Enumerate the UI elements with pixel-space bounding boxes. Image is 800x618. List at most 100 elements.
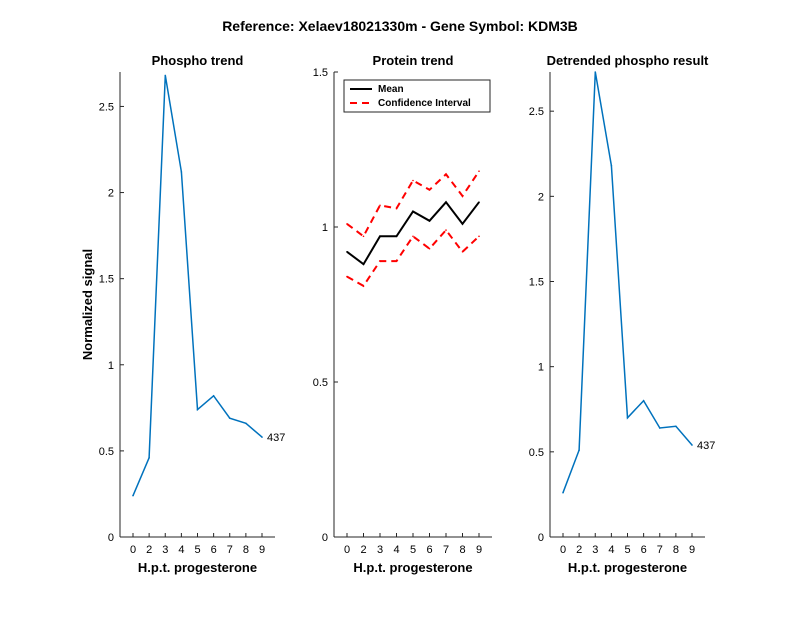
- x-tick-label: 9: [689, 544, 695, 556]
- data-point: [362, 235, 365, 238]
- data-point: [228, 417, 231, 419]
- data-point: [412, 235, 414, 238]
- data-point: [478, 170, 480, 172]
- legend-label-ci: Confidence Interval: [378, 98, 471, 109]
- data-point: [610, 164, 613, 167]
- data-point: [412, 179, 414, 182]
- data-point: [362, 285, 365, 287]
- data-point: [148, 456, 150, 459]
- y-tick-label: 2: [538, 191, 544, 203]
- y-axis-label: Normalized signal: [80, 249, 95, 360]
- data-point: [379, 235, 381, 238]
- x-tick-label: 4: [608, 544, 614, 556]
- y-tick-label: 1: [322, 222, 328, 234]
- data-point: [594, 71, 597, 73]
- series-line-ci-lower: [346, 228, 480, 288]
- data-point: [395, 260, 398, 262]
- x-tick-label: 7: [227, 544, 233, 556]
- x-tick-label: 9: [476, 544, 482, 556]
- x-tick-label: 3: [377, 544, 383, 556]
- data-point: [642, 399, 645, 402]
- x-tick-label: 3: [162, 544, 168, 556]
- data-point: [428, 220, 431, 222]
- x-axis-label: H.p.t. progesterone: [138, 560, 257, 575]
- panel-title: Phospho trend: [152, 53, 244, 68]
- legend-box: [343, 79, 491, 113]
- x-axis-label: H.p.t. progesterone: [568, 560, 687, 575]
- data-point: [478, 235, 480, 238]
- data-point: [445, 229, 447, 231]
- data-point: [379, 260, 381, 262]
- y-tick-label: 2.5: [99, 101, 114, 113]
- x-tick-label: 8: [459, 544, 465, 556]
- x-tick-label: 5: [410, 544, 416, 556]
- data-point: [478, 201, 480, 203]
- x-tick-label: 2: [146, 544, 152, 556]
- x-tick-label: 8: [673, 544, 679, 556]
- y-tick-label: 1.5: [529, 277, 544, 289]
- x-tick-label: 0: [130, 544, 136, 556]
- data-point: [379, 204, 381, 207]
- legend-label-mean: Mean: [378, 84, 404, 95]
- data-point: [412, 210, 414, 213]
- x-axis-label: H.p.t. progesterone: [353, 560, 472, 575]
- data-point: [578, 449, 580, 451]
- x-tick-label: 5: [194, 544, 200, 556]
- data-point: [626, 416, 629, 419]
- x-tick-label: 7: [443, 544, 449, 556]
- data-point: [428, 247, 431, 250]
- data-point: [261, 436, 263, 438]
- x-tick-label: 0: [344, 544, 350, 556]
- data-point: [461, 251, 464, 253]
- end-annotation: 437: [267, 432, 285, 444]
- y-tick-label: 0.5: [99, 446, 114, 458]
- x-tick-label: 4: [393, 544, 399, 556]
- data-point: [212, 394, 215, 397]
- y-tick-label: 1: [538, 362, 544, 374]
- figure-title: Reference: Xelaev18021330m - Gene Symbol…: [222, 18, 578, 34]
- data-point: [245, 422, 247, 425]
- x-tick-label: 6: [641, 544, 647, 556]
- y-tick-label: 0.5: [529, 447, 544, 459]
- y-tick-label: 0: [108, 532, 114, 544]
- x-tick-label: 8: [243, 544, 249, 556]
- x-tick-label: 6: [426, 544, 432, 556]
- y-tick-label: 2: [108, 188, 114, 200]
- y-tick-label: 0: [322, 532, 328, 544]
- data-point: [196, 408, 199, 411]
- data-point: [362, 263, 365, 266]
- data-point: [346, 251, 348, 253]
- panel-title: Detrended phospho result: [547, 53, 709, 68]
- data-point: [675, 425, 677, 428]
- y-tick-label: 2.5: [529, 106, 544, 118]
- y-tick-label: 1.5: [313, 67, 328, 79]
- legend: Mean Confidence Interval: [343, 79, 491, 113]
- x-tick-label: 9: [259, 544, 265, 556]
- y-tick-label: 0: [538, 532, 544, 544]
- x-tick-label: 4: [178, 544, 184, 556]
- x-tick-label: 3: [592, 544, 598, 556]
- data-point: [180, 171, 183, 173]
- data-point: [346, 223, 348, 225]
- x-tick-label: 6: [211, 544, 217, 556]
- x-tick-label: 2: [576, 544, 582, 556]
- panel-title: Protein trend: [373, 53, 454, 68]
- data-point: [445, 201, 447, 203]
- data-point: [395, 207, 398, 210]
- y-tick-label: 0.5: [313, 377, 328, 389]
- data-point: [562, 491, 564, 494]
- data-point: [658, 427, 661, 429]
- x-tick-label: 5: [624, 544, 630, 556]
- data-point: [346, 275, 348, 278]
- data-point: [428, 189, 431, 191]
- x-tick-label: 7: [657, 544, 663, 556]
- y-tick-label: 1.5: [99, 274, 114, 286]
- x-tick-label: 2: [360, 544, 366, 556]
- y-tick-label: 1: [108, 360, 114, 372]
- data-point: [461, 223, 464, 225]
- data-point: [691, 444, 693, 446]
